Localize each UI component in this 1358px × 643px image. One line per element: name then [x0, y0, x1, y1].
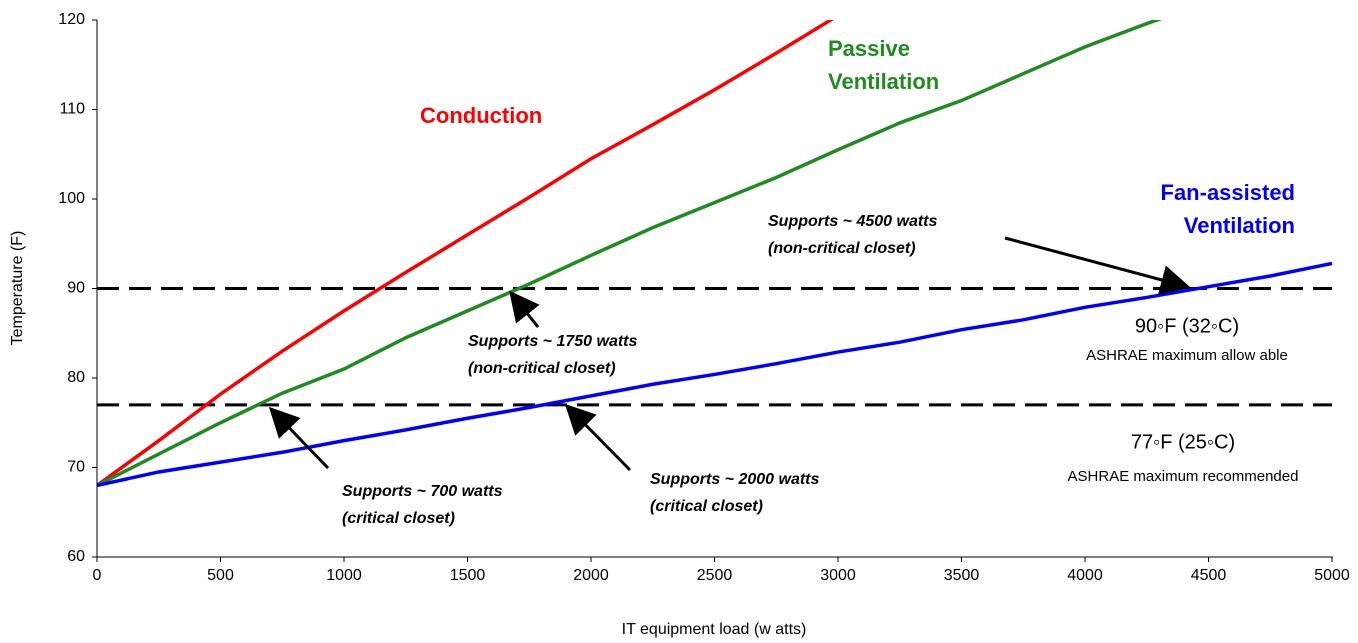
x-tick-label: 5000	[1314, 567, 1350, 584]
x-tick-label: 1500	[450, 567, 486, 584]
y-tick-label: 100	[58, 190, 85, 207]
arrow	[509, 290, 540, 328]
reference-note: ASHRAE maximum allow able	[1086, 347, 1288, 364]
annotation: (critical closet)	[650, 498, 763, 515]
annotation: Supports ~ 700 watts	[342, 483, 503, 500]
y-tick-label: 110	[59, 101, 85, 118]
series-label: Passive Ventilation	[828, 36, 940, 94]
arrow	[1004, 236, 1191, 295]
series-line	[97, 261, 1333, 488]
x-tick-label: 0	[93, 567, 102, 584]
annotation: (non-critical closet)	[468, 360, 616, 377]
x-tick-label: 500	[207, 567, 234, 584]
x-tick-label: 1000	[326, 567, 362, 584]
annotation: Supports ~ 4500 watts	[768, 213, 937, 230]
y-axis-title: Temperature (F)	[9, 231, 26, 346]
x-tick-label: 2000	[573, 567, 609, 584]
arrow	[268, 406, 330, 470]
y-tick-label: 80	[67, 369, 85, 386]
series-line	[97, 20, 1163, 487]
series-line	[97, 20, 835, 487]
reference-note: ASHRAE maximum recommended	[1068, 468, 1299, 485]
reference-label: 77◦F (25◦C)	[1131, 431, 1235, 453]
x-tick-label: 4500	[1191, 567, 1227, 584]
y-tick-label: 70	[67, 459, 85, 476]
y-tick-label: 120	[58, 11, 85, 28]
arrow	[564, 403, 632, 472]
x-axis-title: IT equipment load (w atts)	[622, 621, 807, 638]
annotation: Supports ~ 1750 watts	[468, 333, 637, 350]
annotation: (non-critical closet)	[768, 240, 916, 257]
x-tick-label: 2500	[697, 567, 733, 584]
plot-area	[97, 20, 1333, 488]
reference-label: 90◦F (32◦C)	[1135, 315, 1239, 337]
series-label: Conduction	[420, 103, 543, 128]
x-tick-label: 3000	[820, 567, 856, 584]
y-tick-label: 60	[67, 548, 85, 565]
series-label: Fan-assisted Ventilation	[1160, 180, 1296, 238]
annotation: Supports ~ 2000 watts	[650, 471, 819, 488]
x-tick-label: 4000	[1067, 567, 1103, 584]
y-tick-label: 90	[67, 280, 85, 297]
x-tick-label: 3500	[944, 567, 980, 584]
annotation: (critical closet)	[342, 510, 455, 527]
arrows	[268, 236, 1191, 472]
